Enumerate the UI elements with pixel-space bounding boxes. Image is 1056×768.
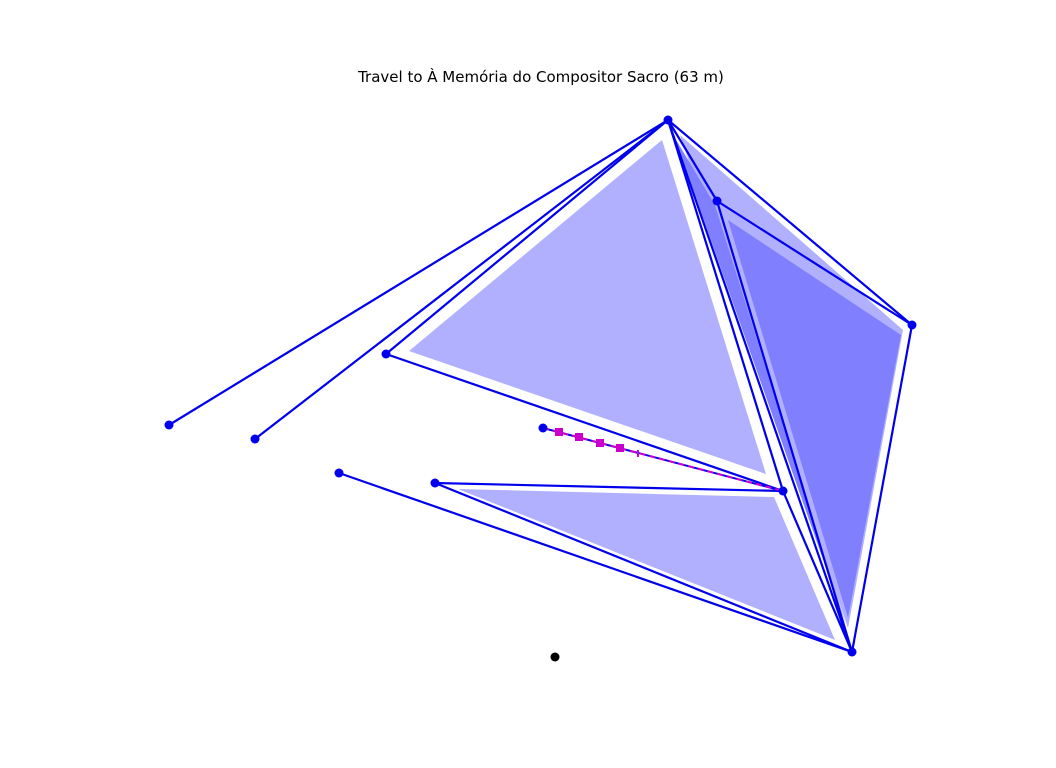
waypoint-square-marker (596, 439, 604, 447)
face-thin-sliver (675, 138, 846, 625)
edge (168, 119, 669, 426)
node-circle-marker (663, 115, 673, 125)
edge (715, 200, 854, 653)
origin-black-dot (550, 652, 560, 662)
edge (254, 119, 669, 440)
node-circle-marker (538, 423, 548, 433)
edge (434, 481, 784, 493)
waypoint-square-marker (616, 444, 624, 452)
edge (385, 352, 784, 493)
edge (666, 119, 785, 492)
edge (434, 481, 853, 654)
diagram-title: Travel to À Memória do Compositor Sacro … (358, 68, 724, 86)
face-bottom (458, 489, 835, 640)
nodes (164, 115, 917, 657)
edge (716, 200, 913, 326)
node-circle-marker (334, 468, 344, 478)
edges (168, 119, 914, 654)
node-circle-marker (381, 349, 391, 359)
node-circle-marker (778, 486, 788, 496)
edge (667, 119, 718, 202)
node-circle-marker (907, 320, 917, 330)
face-left-large (409, 140, 766, 474)
filled-faces (409, 135, 903, 640)
waypoint-square-marker (555, 428, 563, 436)
node-circle-marker (712, 196, 722, 206)
edge (385, 119, 669, 355)
edge (338, 471, 853, 654)
edge (666, 119, 854, 653)
face-right-dark (728, 220, 901, 618)
node-circle-marker (164, 420, 174, 430)
edge (850, 324, 914, 653)
edge (781, 490, 854, 653)
node-circle-marker (250, 434, 260, 444)
travel-route (542, 427, 784, 492)
edge (667, 119, 913, 326)
waypoint-square-marker (575, 433, 583, 441)
node-circle-marker (430, 478, 440, 488)
node-circle-marker (847, 647, 857, 657)
